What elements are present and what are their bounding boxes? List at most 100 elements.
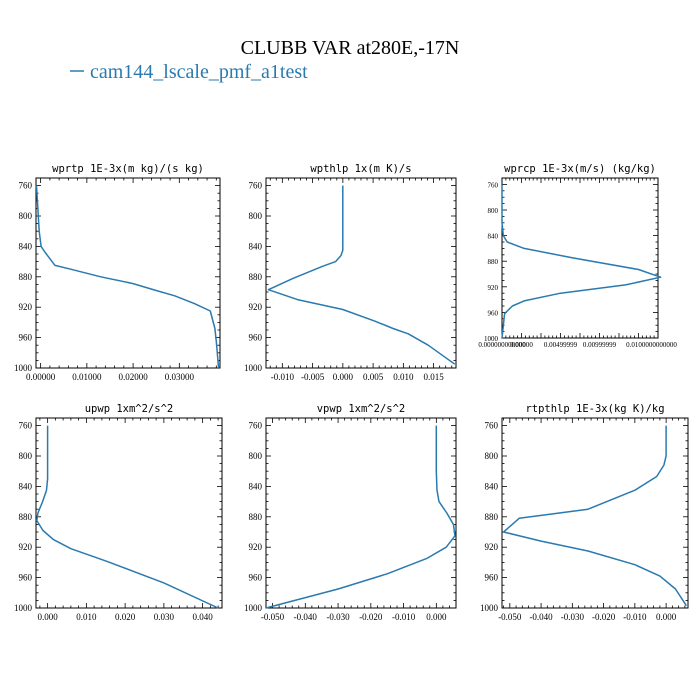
- x-tick-label: 0.030: [154, 612, 175, 622]
- x-tick-label: -0.030: [561, 612, 585, 622]
- x-tick-label: 0.040: [193, 612, 214, 622]
- x-tick-label: 0.010: [76, 612, 97, 622]
- y-tick-label: 840: [249, 241, 263, 251]
- y-tick-label: 760: [485, 421, 499, 431]
- x-tick-label: 0.03000: [165, 372, 195, 382]
- x-tick-label: -0.010: [271, 372, 295, 382]
- panel-5: vpwp 1xm^2/s^27608008408809209601000-0.0…: [244, 403, 457, 622]
- x-tick-label: 0.00499999: [544, 341, 578, 349]
- y-tick-label: 920: [488, 284, 499, 292]
- panel-3: wprcp 1E-3x(m/s) (kg/kg) 760 800 840 880 920 9…: [478, 163, 677, 349]
- y-tick-label: 920: [19, 302, 33, 312]
- x-tick-label: 0.020: [115, 612, 136, 622]
- y-tick-label: 840: [488, 233, 499, 241]
- x-tick-label: -0.010: [623, 612, 647, 622]
- y-tick-label: 840: [249, 481, 263, 491]
- y-tick-label: 1000: [244, 363, 263, 373]
- y-tick-label: 800: [19, 451, 33, 461]
- x-tick-label: 0.005: [363, 372, 384, 382]
- legend-label: cam144_lscale_pmf_a1test: [90, 61, 308, 83]
- y-tick-label: 1000: [14, 603, 33, 613]
- x-tick-label: 0.010: [393, 372, 414, 382]
- x-tick-label: -0.010: [392, 612, 416, 622]
- x-tick-label: -0.040: [529, 612, 553, 622]
- panel-title: wprcp 1E-3x(m/s) (kg/kg): [504, 163, 656, 175]
- series-line: [501, 184, 662, 339]
- y-tick-label: 960: [19, 573, 33, 583]
- y-tick-label: 880: [485, 512, 499, 522]
- y-tick-label: 800: [249, 211, 263, 221]
- plot-frame: [501, 177, 659, 339]
- y-tick-label: 880: [488, 258, 499, 266]
- panel-2: wpthlp 1x(m K)/s 760 800 840 880 920 960 1000 -0…: [244, 163, 457, 382]
- x-tick-label: 0.0100000000000: [626, 341, 677, 349]
- panel-title: wpthlp 1x(m K)/s: [310, 163, 411, 175]
- y-tick-label: 920: [249, 302, 263, 312]
- y-tick-label: 960: [488, 309, 499, 317]
- panel-4: upwp 1xm^2/s^2 760 800 840 880 920 960 1000 0.00…: [14, 403, 223, 622]
- x-tick-label: -0.050: [498, 612, 522, 622]
- x-tick-label: 0.015: [423, 372, 444, 382]
- plot-frame: [265, 417, 457, 609]
- y-tick-label: 840: [19, 481, 33, 491]
- y-tick-label: 1000: [484, 335, 499, 343]
- x-tick-label: -0.050: [261, 612, 285, 622]
- x-tick-label: -0.005: [301, 372, 325, 382]
- panel-title: upwp 1xm^2/s^2: [85, 403, 174, 415]
- panel-1: wprtp 1E-3x(m kg)/(s kg) 760 800 840 880 920 9…: [14, 163, 221, 382]
- y-tick-label: 800: [488, 207, 499, 215]
- x-tick-label: -0.030: [326, 612, 350, 622]
- y-tick-label: 760: [19, 181, 33, 191]
- series-line: [35, 185, 220, 369]
- x-tick-label: -0.040: [294, 612, 318, 622]
- plot-frame: [501, 417, 689, 609]
- x-tick-label: 0.000: [656, 612, 677, 622]
- y-tick-label: 880: [19, 512, 33, 522]
- plot-frame: [35, 417, 223, 609]
- panels: wprtp 1E-3x(m kg)/(s kg) 760 800 840 880 920 9…: [14, 163, 689, 622]
- y-tick-label: 960: [19, 333, 33, 343]
- panel-title: vpwp 1xm^2/s^2: [317, 403, 406, 415]
- y-tick-label: 880: [249, 272, 263, 282]
- x-tick-label: 0.000000000000: [478, 341, 526, 349]
- y-tick-label: 760: [488, 181, 499, 189]
- y-tick-label: 960: [249, 573, 263, 583]
- x-tick-label: 0.00000: [510, 341, 533, 349]
- series-line: [502, 425, 688, 607]
- y-tick-label: 760: [19, 421, 33, 431]
- y-tick-label: 920: [485, 542, 499, 552]
- legend: cam144_lscale_pmf_a1test: [70, 61, 308, 83]
- y-tick-label: 920: [249, 542, 263, 552]
- y-tick-label: 880: [249, 512, 263, 522]
- x-tick-label: -0.020: [359, 612, 383, 622]
- series-line: [265, 425, 456, 609]
- panel-title: wprtp 1E-3x(m kg)/(s kg): [52, 163, 204, 175]
- series-line: [267, 185, 456, 365]
- y-tick-label: 960: [249, 333, 263, 343]
- x-tick-label: 0.00999999: [583, 341, 617, 349]
- y-tick-label: 800: [249, 451, 263, 461]
- x-tick-label: 0.000: [426, 612, 447, 622]
- y-tick-label: 840: [19, 241, 33, 251]
- y-tick-label: 880: [19, 272, 33, 282]
- y-tick-label: 760: [249, 181, 263, 191]
- y-tick-label: 760: [249, 421, 263, 431]
- x-tick-label: 0.01000: [72, 372, 102, 382]
- y-tick-label: 800: [485, 451, 499, 461]
- plot-frame: [35, 177, 221, 369]
- x-tick-label: 0.02000: [118, 372, 148, 382]
- y-tick-label: 1000: [14, 363, 33, 373]
- plot-frame: [265, 177, 457, 369]
- y-tick-label: 1000: [480, 603, 499, 613]
- panel-title: rtpthlp 1E-3x(kg K)/kg: [525, 403, 664, 415]
- series-line: [36, 425, 219, 609]
- x-tick-label: -0.020: [592, 612, 616, 622]
- x-tick-label: 0.000: [38, 612, 59, 622]
- y-tick-label: 1000: [244, 603, 263, 613]
- y-tick-label: 920: [19, 542, 33, 552]
- y-tick-label: 840: [485, 481, 499, 491]
- figure-title: CLUBB VAR at280E,-17N: [241, 37, 460, 59]
- y-tick-label: 960: [485, 573, 499, 583]
- y-tick-label: 800: [19, 211, 33, 221]
